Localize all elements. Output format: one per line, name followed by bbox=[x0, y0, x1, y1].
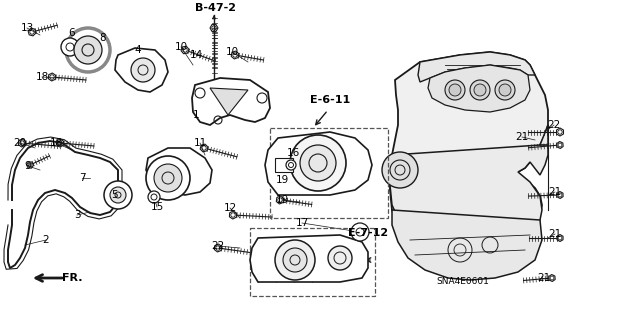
Text: 6: 6 bbox=[68, 28, 76, 38]
Text: 21: 21 bbox=[538, 273, 550, 283]
Text: 19: 19 bbox=[275, 175, 289, 185]
Circle shape bbox=[499, 84, 511, 96]
Circle shape bbox=[66, 28, 110, 72]
Circle shape bbox=[148, 191, 160, 203]
Polygon shape bbox=[229, 211, 237, 219]
Circle shape bbox=[300, 145, 336, 181]
Polygon shape bbox=[200, 144, 208, 152]
Polygon shape bbox=[557, 191, 563, 198]
Polygon shape bbox=[214, 244, 221, 252]
Circle shape bbox=[61, 38, 79, 56]
Text: 11: 11 bbox=[193, 138, 207, 148]
Polygon shape bbox=[210, 88, 248, 115]
Polygon shape bbox=[146, 148, 212, 195]
Text: 12: 12 bbox=[223, 203, 237, 213]
Polygon shape bbox=[276, 196, 284, 204]
Text: 9: 9 bbox=[25, 161, 31, 171]
Text: 22: 22 bbox=[547, 120, 561, 130]
Polygon shape bbox=[250, 235, 368, 282]
Text: E-6-11: E-6-11 bbox=[310, 95, 350, 105]
Polygon shape bbox=[210, 25, 218, 32]
Polygon shape bbox=[181, 46, 189, 54]
Text: 3: 3 bbox=[74, 210, 80, 220]
Polygon shape bbox=[49, 73, 56, 81]
Polygon shape bbox=[231, 51, 239, 59]
Polygon shape bbox=[28, 28, 36, 36]
Polygon shape bbox=[192, 78, 270, 125]
Circle shape bbox=[449, 84, 461, 96]
Circle shape bbox=[290, 135, 346, 191]
Text: 10: 10 bbox=[225, 47, 239, 57]
Circle shape bbox=[328, 246, 352, 270]
Polygon shape bbox=[428, 65, 530, 112]
Polygon shape bbox=[56, 139, 63, 147]
Circle shape bbox=[351, 223, 369, 241]
Text: 20: 20 bbox=[13, 138, 27, 148]
Text: B-47-2: B-47-2 bbox=[195, 3, 237, 13]
Text: 17: 17 bbox=[296, 218, 308, 228]
Polygon shape bbox=[19, 139, 26, 147]
Text: 4: 4 bbox=[134, 45, 141, 55]
Polygon shape bbox=[276, 174, 284, 182]
Circle shape bbox=[470, 80, 490, 100]
Polygon shape bbox=[265, 132, 372, 195]
Bar bbox=[250, 228, 375, 296]
Circle shape bbox=[474, 84, 486, 96]
Circle shape bbox=[286, 160, 296, 170]
Circle shape bbox=[131, 58, 155, 82]
Polygon shape bbox=[392, 210, 542, 280]
Polygon shape bbox=[557, 142, 563, 148]
Text: 21: 21 bbox=[515, 132, 529, 142]
Text: SNA4E0601: SNA4E0601 bbox=[436, 277, 490, 286]
Circle shape bbox=[110, 187, 126, 203]
Text: FR.: FR. bbox=[61, 273, 83, 283]
Text: 19: 19 bbox=[275, 195, 289, 205]
Text: E-7-12: E-7-12 bbox=[348, 228, 388, 238]
Text: 8: 8 bbox=[100, 33, 106, 43]
Bar bbox=[270, 128, 388, 218]
Text: 21: 21 bbox=[548, 187, 562, 197]
Polygon shape bbox=[557, 128, 563, 136]
Circle shape bbox=[146, 156, 190, 200]
Text: 13: 13 bbox=[20, 23, 34, 33]
Text: 15: 15 bbox=[150, 202, 164, 212]
Circle shape bbox=[382, 152, 418, 188]
Text: 2: 2 bbox=[43, 235, 49, 245]
Polygon shape bbox=[549, 275, 555, 281]
Text: 7: 7 bbox=[79, 173, 85, 183]
Text: 14: 14 bbox=[189, 50, 203, 60]
Polygon shape bbox=[26, 162, 33, 168]
Circle shape bbox=[104, 181, 132, 209]
Text: 16: 16 bbox=[286, 148, 300, 158]
Text: 21: 21 bbox=[548, 229, 562, 239]
Text: 18: 18 bbox=[35, 72, 49, 82]
Text: 10: 10 bbox=[175, 42, 188, 52]
Polygon shape bbox=[390, 52, 548, 272]
Text: 5: 5 bbox=[112, 190, 118, 200]
Bar bbox=[275, 158, 293, 172]
Circle shape bbox=[283, 248, 307, 272]
Circle shape bbox=[74, 36, 102, 64]
Text: 1: 1 bbox=[193, 110, 199, 120]
Text: 18: 18 bbox=[49, 138, 63, 148]
Polygon shape bbox=[390, 125, 548, 268]
Polygon shape bbox=[115, 48, 168, 92]
Circle shape bbox=[154, 164, 182, 192]
Circle shape bbox=[445, 80, 465, 100]
Text: 22: 22 bbox=[211, 241, 225, 251]
Circle shape bbox=[495, 80, 515, 100]
Polygon shape bbox=[557, 234, 563, 241]
Circle shape bbox=[275, 240, 315, 280]
Polygon shape bbox=[418, 52, 535, 82]
